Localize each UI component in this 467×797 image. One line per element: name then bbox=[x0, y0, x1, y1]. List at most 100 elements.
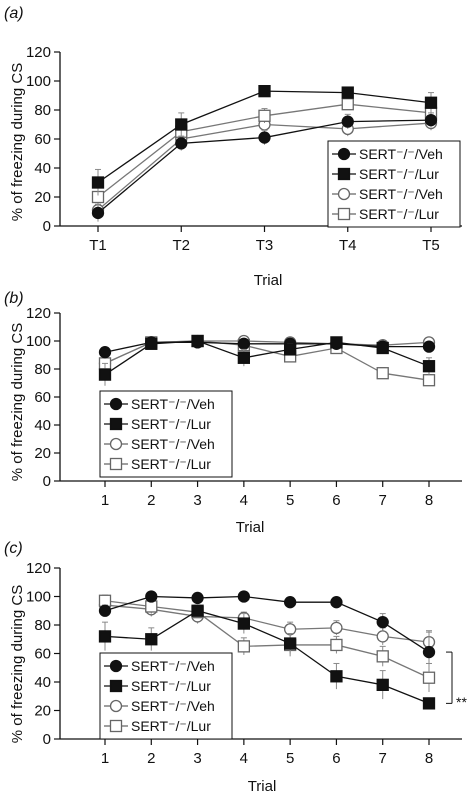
data-point bbox=[341, 86, 354, 99]
series-line bbox=[104, 341, 429, 353]
data-point bbox=[422, 697, 436, 710]
data-point bbox=[258, 85, 271, 98]
data-point bbox=[191, 604, 204, 617]
x-tick-label: 3 bbox=[193, 750, 201, 767]
data-point bbox=[91, 176, 105, 189]
data-point bbox=[283, 343, 297, 356]
series-line bbox=[104, 595, 430, 653]
data-point bbox=[424, 96, 438, 109]
x-tick-label: 4 bbox=[240, 492, 248, 509]
y-tick-label: 40 bbox=[34, 417, 51, 434]
y-tick-label: 60 bbox=[34, 131, 51, 148]
legend-marker bbox=[337, 187, 351, 201]
data-point bbox=[376, 367, 389, 380]
data-point bbox=[98, 346, 112, 359]
series-line bbox=[104, 610, 430, 704]
data-point bbox=[330, 621, 343, 634]
data-point bbox=[98, 630, 112, 643]
data-point bbox=[376, 678, 389, 691]
data-point bbox=[330, 596, 343, 609]
y-tick-label: 60 bbox=[34, 646, 51, 663]
x-tick-label: 1 bbox=[101, 750, 109, 767]
legend-marker bbox=[109, 437, 123, 451]
data-point bbox=[237, 351, 251, 364]
panel-label: (a) bbox=[4, 5, 24, 22]
legend-marker bbox=[337, 167, 351, 181]
legend-marker bbox=[109, 417, 123, 431]
data-point bbox=[237, 337, 251, 350]
data-point bbox=[422, 374, 436, 387]
x-axis-label: Trial bbox=[236, 519, 265, 536]
legend-label: SERT⁻/⁻/Veh bbox=[131, 396, 215, 412]
data-point bbox=[98, 604, 112, 617]
legend-label: SERT⁻/⁻/Veh bbox=[359, 186, 443, 202]
x-tick-label: 3 bbox=[193, 492, 201, 509]
legend-label: SERT⁻/⁻/Veh bbox=[359, 146, 443, 162]
series-3 bbox=[98, 594, 436, 692]
data-point bbox=[258, 131, 271, 144]
panel-a: (a) % of freezing during CS Trial 0 20 40 6… bbox=[4, 5, 462, 289]
data-point bbox=[422, 671, 436, 684]
series-line bbox=[104, 604, 430, 643]
data-point bbox=[237, 617, 251, 630]
significance-bracket bbox=[446, 651, 453, 704]
panel-c: (c) % of freezing during CS Trial ** 0 20… bbox=[4, 540, 467, 795]
data-point bbox=[424, 114, 438, 127]
legend-label: SERT⁻/⁻/Lur bbox=[131, 416, 211, 432]
y-axis-label: % of freezing during CS bbox=[9, 63, 26, 221]
data-point bbox=[191, 334, 204, 348]
data-point bbox=[98, 368, 112, 381]
x-tick-label: 5 bbox=[286, 492, 294, 509]
y-tick-label: 20 bbox=[34, 189, 51, 206]
y-tick-label: 120 bbox=[26, 305, 51, 322]
y-tick-label: 20 bbox=[34, 445, 51, 462]
data-point bbox=[191, 591, 204, 605]
data-point bbox=[258, 109, 271, 122]
panel-b: (b) % of freezing during CS Trial 0 20 40 6… bbox=[4, 290, 462, 536]
data-point bbox=[422, 340, 436, 353]
x-tick-label: T4 bbox=[339, 237, 357, 254]
legend-marker bbox=[109, 679, 123, 693]
x-tick-label: 5 bbox=[286, 750, 294, 767]
series-line bbox=[104, 600, 430, 679]
legend-label: SERT⁻/⁻/Lur bbox=[131, 678, 211, 694]
legend-label: SERT⁻/⁻/Lur bbox=[359, 206, 439, 222]
data-point bbox=[376, 341, 389, 355]
legend-marker bbox=[109, 457, 123, 471]
series-1 bbox=[98, 334, 436, 386]
data-point bbox=[422, 645, 436, 659]
legend: SERT⁻/⁻/Veh SERT⁻/⁻/Lur SERT⁻/⁻/Veh SERT⁻/⁻… bbox=[99, 390, 233, 478]
data-point bbox=[341, 115, 354, 128]
y-tick-label: 80 bbox=[34, 617, 51, 634]
y-tick-label: 80 bbox=[34, 102, 51, 119]
legend-marker bbox=[337, 207, 351, 221]
y-tick-label: 20 bbox=[34, 703, 51, 720]
y-tick-label: 100 bbox=[26, 333, 51, 350]
data-point bbox=[330, 336, 343, 349]
data-point bbox=[376, 650, 389, 663]
y-tick-label: 60 bbox=[34, 389, 51, 406]
panel-label: (b) bbox=[4, 290, 24, 307]
legend-marker bbox=[109, 719, 123, 733]
legend-label: SERT⁻/⁻/Lur bbox=[131, 456, 211, 472]
y-axis-label: % of freezing during CS bbox=[9, 323, 26, 481]
x-tick-label: T1 bbox=[89, 237, 107, 254]
data-point bbox=[376, 616, 389, 629]
legend-marker bbox=[337, 147, 351, 161]
legend-label: SERT⁻/⁻/Lur bbox=[359, 166, 439, 182]
legend-label: SERT⁻/⁻/Lur bbox=[131, 718, 211, 734]
y-axis-label: % of freezing during CS bbox=[9, 585, 26, 743]
y-tick-label: 100 bbox=[26, 73, 51, 90]
x-tick-label: T2 bbox=[172, 237, 190, 254]
x-axis-label: Trial bbox=[248, 778, 277, 795]
x-tick-label: 2 bbox=[147, 492, 155, 509]
legend-marker bbox=[109, 397, 123, 411]
data-point bbox=[376, 630, 389, 643]
x-tick-label: 7 bbox=[379, 492, 387, 509]
x-tick-label: 7 bbox=[379, 750, 387, 767]
y-tick-label: 0 bbox=[43, 731, 51, 748]
x-tick-label: 1 bbox=[101, 492, 109, 509]
